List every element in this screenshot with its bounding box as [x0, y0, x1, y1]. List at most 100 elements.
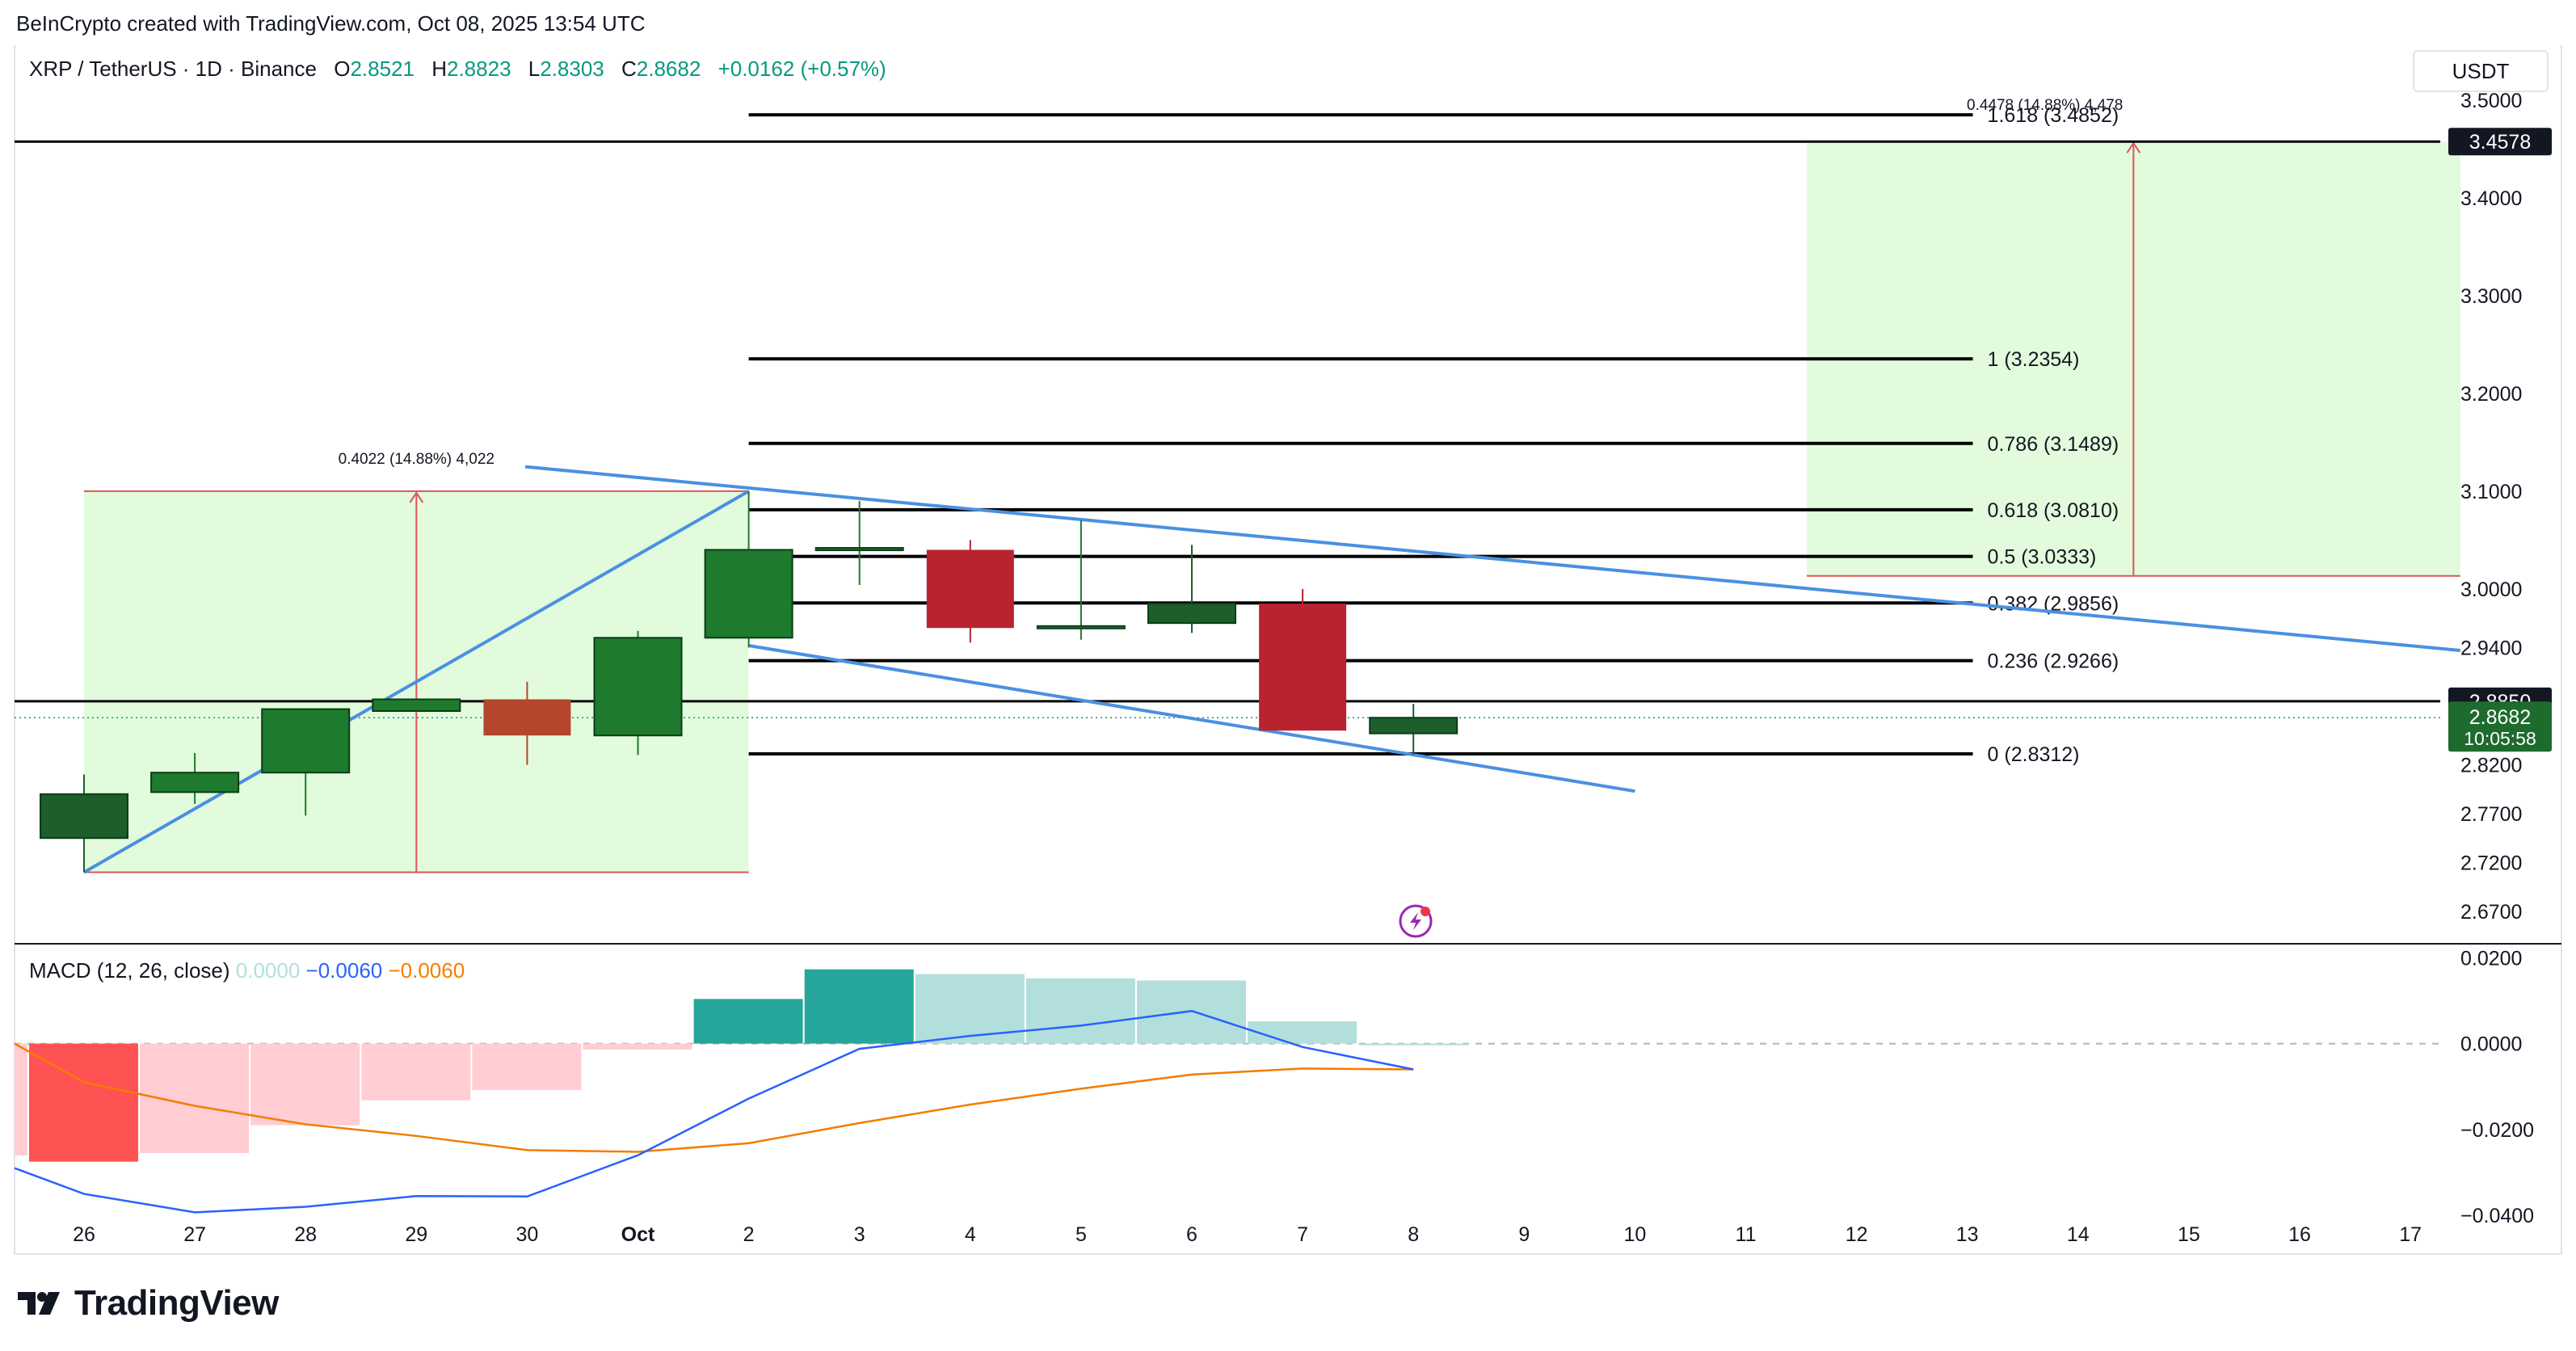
fib-level-label: 0.5 (3.0333): [1988, 546, 2097, 569]
time-axis-tick: 16: [2288, 1223, 2311, 1246]
flash-icon[interactable]: [1399, 904, 1433, 938]
measure-box-2-label: 0.4478 (14.88%) 4,478: [1967, 97, 2123, 114]
candle-up: [40, 793, 128, 840]
candle-down: [926, 549, 1014, 629]
tradingview-logo[interactable]: TradingView: [18, 1283, 279, 1324]
macd-histogram-bar: [15, 1043, 27, 1155]
macd-histogram-bar: [472, 1043, 582, 1090]
close-value: 2.8682: [636, 57, 701, 81]
upper-wedge-trendline: [524, 465, 2460, 653]
time-axis-tick: 6: [1186, 1223, 1198, 1246]
measure-box-1-label: 0.4022 (14.88%) 4,022: [339, 451, 495, 468]
time-axis-tick: 10: [1623, 1223, 1646, 1246]
candle-up: [372, 698, 461, 712]
price-axis-tick: 3.1000: [2460, 481, 2522, 503]
symbol-title[interactable]: XRP / TetherUS · 1D · Binance: [29, 57, 317, 81]
macd-signal-line: [14, 1042, 1414, 1153]
rising-trendline: [83, 490, 750, 874]
time-axis-tick: 26: [73, 1223, 95, 1246]
price-line-badge-label: 3.4578: [2469, 131, 2531, 154]
fib-level-label: 1.618 (3.4852): [1988, 104, 2119, 127]
tradingview-logo-icon: [18, 1292, 60, 1315]
macd-histogram-bar: [583, 1043, 692, 1050]
candle-up: [1147, 602, 1236, 625]
price-axis-tick: 2.8200: [2460, 755, 2522, 777]
candle-down: [1259, 603, 1347, 731]
price-axis-tick: 2.9400: [2460, 637, 2522, 659]
time-axis-tick: 4: [965, 1223, 976, 1246]
fib-level-label: 0 (2.8312): [1988, 743, 2080, 766]
time-axis-tick: Oct: [621, 1223, 655, 1246]
macd-histogram-bar: [1358, 1043, 1468, 1046]
price-axis-tick: 3.0000: [2460, 579, 2522, 601]
macd-legend: MACD (12, 26, close) 0.0000 −0.0060 −0.0…: [29, 958, 465, 983]
macd-hist-value: 0.0000: [235, 958, 301, 983]
price-axis-tick: 2.7200: [2460, 852, 2522, 874]
price-axis-tick: 3.3000: [2460, 285, 2522, 308]
time-axis-tick: 2: [743, 1223, 755, 1246]
time-axis-tick: 5: [1075, 1223, 1087, 1246]
macd-line-value: −0.0060: [305, 958, 383, 983]
fib-level-label: 0.618 (3.0810): [1988, 499, 2119, 522]
time-axis-tick: 3: [854, 1223, 865, 1246]
macd-histogram-bar: [361, 1043, 471, 1101]
current-price-badge: [2448, 701, 2552, 752]
created-by-text: BeInCrypto created with TradingView.com,…: [16, 11, 646, 36]
time-axis-tick: 27: [183, 1223, 206, 1246]
lower-wedge-trendline: [748, 644, 1635, 793]
time-axis-tick: 8: [1408, 1223, 1419, 1246]
close-label: C: [621, 57, 637, 81]
macd-histogram-bar: [250, 1043, 360, 1126]
time-axis-tick: 7: [1297, 1223, 1308, 1246]
candle-up: [1369, 717, 1458, 734]
measure-box-1-arrowhead: [409, 491, 424, 503]
macd-axis-tick: −0.0200: [2460, 1119, 2534, 1142]
price-axis-tick: 3.4000: [2460, 187, 2522, 210]
open-label: O: [334, 57, 351, 81]
time-axis-tick: 15: [2178, 1223, 2200, 1246]
macd-histogram-bar: [804, 969, 914, 1044]
macd-histogram-bar: [1025, 978, 1135, 1044]
symbol-legend: XRP / TetherUS · 1D · Binance O2.8521 H2…: [29, 57, 886, 82]
candle-down: [483, 699, 571, 736]
time-axis-tick: 29: [405, 1223, 427, 1246]
low-label: L: [528, 57, 541, 81]
macd-histogram-bar: [1248, 1021, 1357, 1044]
time-axis-tick: 9: [1518, 1223, 1530, 1246]
candle-up: [814, 547, 904, 552]
candle-up: [150, 772, 240, 793]
open-value: 2.8521: [350, 57, 415, 81]
currency-selector[interactable]: USDT: [2413, 50, 2549, 92]
macd-axis-tick: −0.0400: [2460, 1205, 2534, 1227]
high-label: H: [431, 57, 447, 81]
macd-line: [14, 1009, 1414, 1214]
measure-box-2-arrowhead: [2126, 141, 2141, 154]
time-axis-tick: 17: [2399, 1223, 2422, 1246]
macd-histogram-bar: [693, 999, 803, 1044]
candle-up: [593, 637, 683, 737]
time-axis-tick: 30: [516, 1223, 538, 1246]
current-price-badge-value: 2.8682: [2469, 706, 2531, 729]
time-axis-tick: 12: [1846, 1223, 1868, 1246]
candle-up: [261, 708, 351, 774]
price-axis-tick: 2.7700: [2460, 803, 2522, 826]
time-axis-tick: 11: [1736, 1223, 1757, 1246]
change-value: +0.0162 (+0.57%): [718, 57, 886, 81]
fib-level-label: 1 (3.2354): [1988, 348, 2080, 371]
fib-level-label: 0.786 (3.1489): [1988, 433, 2119, 456]
macd-axis-tick: 0.0000: [2460, 1033, 2522, 1056]
price-axis-tick: 3.5000: [2460, 90, 2522, 112]
macd-histogram-bar: [29, 1043, 138, 1162]
candle-up: [704, 549, 793, 639]
macd-title[interactable]: MACD (12, 26, close): [29, 958, 230, 983]
time-axis-tick: 14: [2067, 1223, 2090, 1246]
time-axis-tick: 28: [294, 1223, 317, 1246]
macd-axis-tick: 0.0200: [2460, 947, 2522, 970]
current-price-countdown: 10:05:58: [2464, 728, 2536, 749]
high-value: 2.8823: [447, 57, 511, 81]
time-axis-tick: 13: [1956, 1223, 1979, 1246]
fib-level-label: 0.236 (2.9266): [1988, 650, 2119, 673]
price-axis-tick: 2.6700: [2460, 901, 2522, 924]
candle-up: [1036, 625, 1126, 629]
